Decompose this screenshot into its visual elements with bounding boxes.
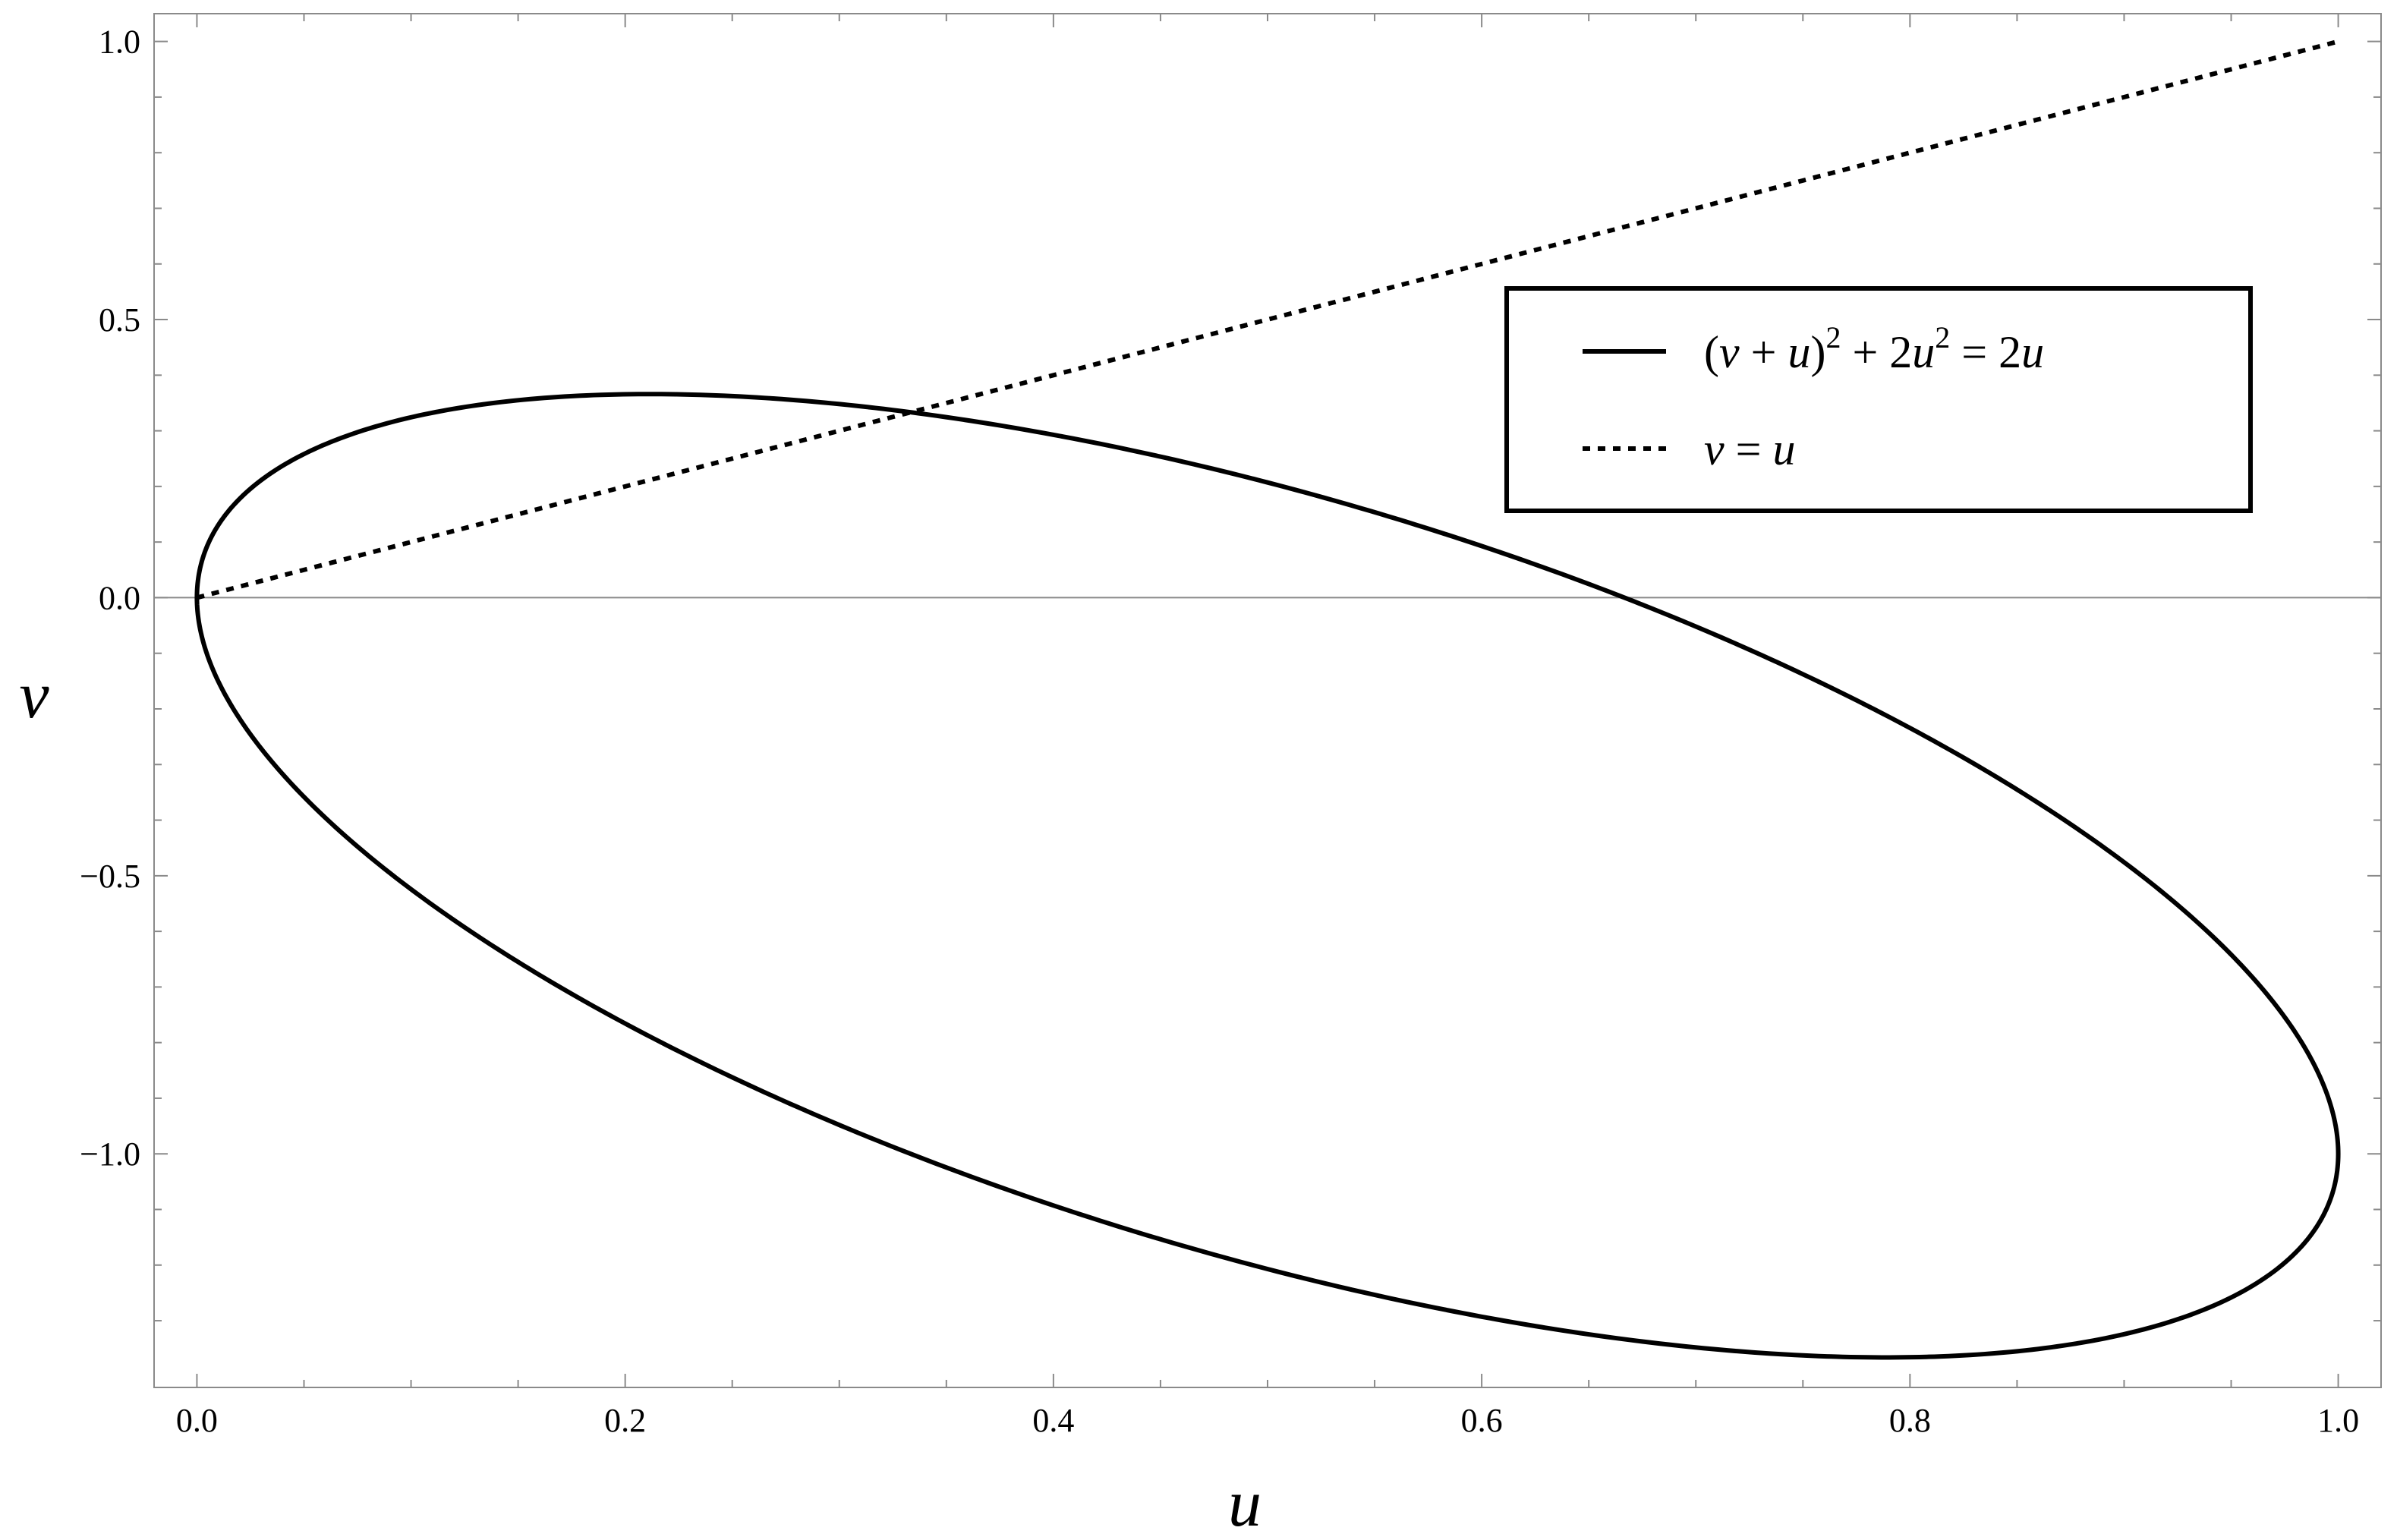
- legend-label-ellipse: (v + u)2 + 2u2 = 2u: [1704, 320, 2044, 377]
- x-tick-label: 1.0: [2317, 1402, 2359, 1439]
- x-tick-label: 0.0: [176, 1402, 218, 1439]
- y-tick-label: 0.5: [99, 301, 140, 339]
- x-axis-label: u: [1228, 1467, 1261, 1540]
- y-tick-label: −1.0: [80, 1135, 140, 1173]
- y-tick-label: 0.0: [99, 579, 140, 616]
- diagonal-line: [196, 39, 2339, 600]
- legend-label-diagonal: v = u: [1704, 424, 1795, 474]
- ellipse-curve: [194, 392, 2341, 1360]
- x-tick-label: 0.8: [1889, 1402, 1931, 1439]
- y-axis-label: v: [19, 659, 49, 732]
- x-tick-label: 0.4: [1032, 1402, 1074, 1439]
- legend-box: [1504, 286, 2253, 513]
- axis-tick-labels: 0.0 0.2 0.4 0.6 0.8 1.0 −1.0 −0.5 0.0 0.5 1.0: [80, 24, 2359, 1439]
- legend: (v + u)2 + 2u2 = 2u v = u: [1504, 286, 2253, 513]
- y-tick-label: 1.0: [99, 24, 140, 61]
- y-tick-label: −0.5: [80, 858, 140, 895]
- x-tick-label: 0.2: [604, 1402, 646, 1439]
- plot-frame: [153, 13, 2382, 1388]
- x-tick-label: 0.6: [1461, 1402, 1503, 1439]
- axis-ticks: [154, 14, 2381, 1387]
